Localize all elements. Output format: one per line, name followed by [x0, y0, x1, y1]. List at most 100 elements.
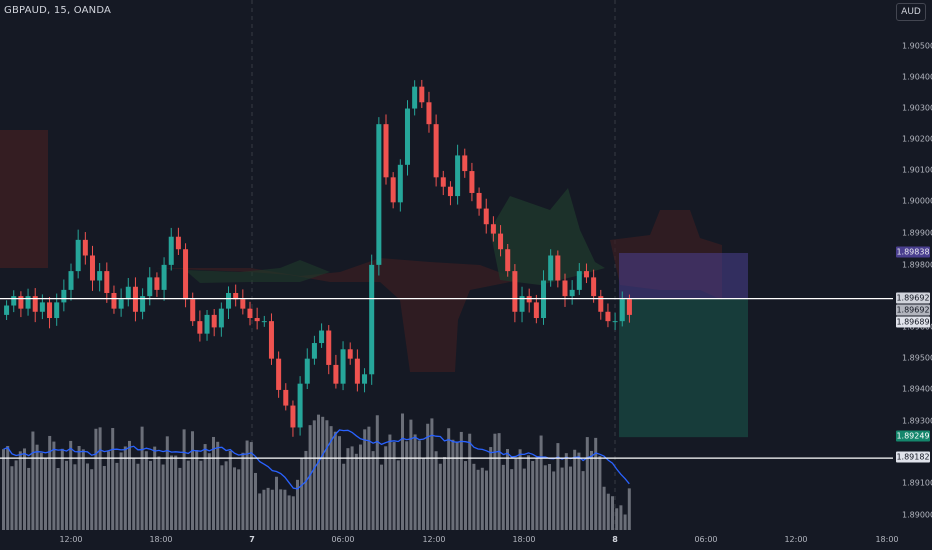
volume-bar	[510, 469, 514, 530]
volume-bar	[371, 451, 375, 530]
down-candle	[175, 236, 181, 250]
volume-bar	[409, 419, 413, 530]
volume-bar	[543, 465, 547, 530]
volume-bar	[451, 439, 455, 530]
volume-bar	[275, 476, 278, 530]
up-candle	[226, 293, 232, 309]
volume-bar	[31, 431, 35, 530]
horizontal-lines	[0, 297, 893, 459]
current-price-badge: 1.89689	[896, 316, 930, 328]
volume-bar	[153, 446, 157, 530]
candlestick-chart[interactable]	[0, 0, 893, 530]
up-candle	[218, 308, 224, 328]
down-candle	[591, 277, 597, 297]
price-tick: 1.89400	[902, 384, 932, 394]
down-candle	[462, 155, 468, 172]
volume-bar	[464, 461, 467, 530]
up-candle	[397, 164, 403, 203]
volume-bar	[602, 486, 606, 530]
volume-bar	[52, 441, 56, 530]
volume-moving-average	[3, 429, 630, 490]
up-candle	[612, 321, 618, 323]
up-candle	[340, 349, 346, 384]
volume-bar	[619, 505, 623, 530]
grid-layer	[251, 0, 616, 530]
up-candle	[161, 264, 167, 290]
time-axis[interactable]: 12:00 18:00 7 06:00 12:00 18:00 8 06:00 …	[0, 530, 898, 550]
volume-bar	[548, 464, 551, 530]
volume-bar	[514, 458, 518, 530]
volume-bar	[115, 462, 119, 530]
up-candle	[61, 289, 67, 303]
volume-bar	[186, 460, 190, 530]
down-candle	[190, 299, 196, 322]
down-candle	[533, 302, 539, 319]
volume-bar	[405, 441, 409, 530]
volume-bar	[161, 464, 165, 530]
volume-bar	[128, 440, 131, 530]
price-tick: 1.90300	[902, 103, 932, 113]
up-candle	[4, 305, 10, 315]
down-candle	[254, 318, 260, 322]
volume-bar	[527, 455, 530, 530]
up-candle	[204, 314, 210, 334]
cloud-red-area	[155, 258, 520, 372]
up-candle	[362, 374, 368, 384]
volume-bar	[212, 436, 215, 530]
down-candle	[333, 364, 339, 384]
volume-bar	[569, 466, 572, 530]
volume-bar	[518, 449, 522, 530]
price-tick: 1.90200	[902, 134, 932, 144]
time-tick: 18:00	[875, 535, 899, 544]
up-candle	[39, 302, 45, 312]
volume-bar	[623, 514, 627, 530]
chart-pane[interactable]: GBPAUD, 15, OANDA	[0, 0, 893, 530]
volume-bar	[300, 458, 304, 530]
down-candle	[498, 233, 504, 250]
currency-button[interactable]: AUD	[896, 3, 926, 21]
volume-bars	[2, 413, 631, 530]
volume-bar	[468, 433, 472, 530]
symbol-title[interactable]: GBPAUD, 15, OANDA	[4, 5, 112, 16]
volume-bar	[367, 426, 371, 530]
cloud-red-area	[0, 130, 48, 268]
volume-bar	[249, 442, 253, 530]
volume-bar	[585, 437, 589, 530]
long-position-tool	[619, 252, 748, 438]
up-candle	[297, 383, 303, 428]
time-tick: 12:00	[422, 535, 446, 544]
up-candle	[97, 271, 103, 281]
volume-bar	[107, 451, 110, 530]
volume-bar	[220, 465, 224, 530]
volume-bar	[342, 463, 346, 530]
volume-bar	[207, 453, 211, 530]
price-axis[interactable]: 1.90500 1.90400 1.90300 1.90200 1.90100 …	[893, 0, 932, 530]
up-candle	[54, 302, 60, 319]
down-candle	[469, 171, 475, 193]
volume-bar	[119, 452, 123, 530]
horizontal-line-badge: 1.89182	[896, 451, 930, 463]
position-target-zone	[619, 298, 748, 438]
up-candle	[412, 86, 418, 109]
volume-bar	[535, 458, 539, 530]
down-candle	[433, 124, 439, 178]
price-tick: 1.90000	[902, 196, 932, 206]
down-candle	[490, 224, 496, 234]
down-candle	[583, 271, 589, 278]
volume-bar	[132, 458, 136, 530]
volume-bar	[266, 487, 270, 530]
up-candle	[619, 299, 625, 322]
volume-bar	[556, 443, 560, 530]
down-candle	[240, 299, 246, 309]
volume-bar	[338, 436, 341, 530]
down-candle	[476, 192, 482, 209]
down-candle	[555, 255, 561, 281]
volume-bar	[203, 444, 207, 530]
volume-bar	[401, 413, 404, 530]
time-tick: 06:00	[331, 535, 355, 544]
volume-bar	[434, 451, 438, 530]
volume-bar	[359, 444, 362, 530]
volume-bar	[426, 423, 430, 530]
volume-bar	[73, 464, 77, 530]
volume-bar	[611, 496, 614, 530]
